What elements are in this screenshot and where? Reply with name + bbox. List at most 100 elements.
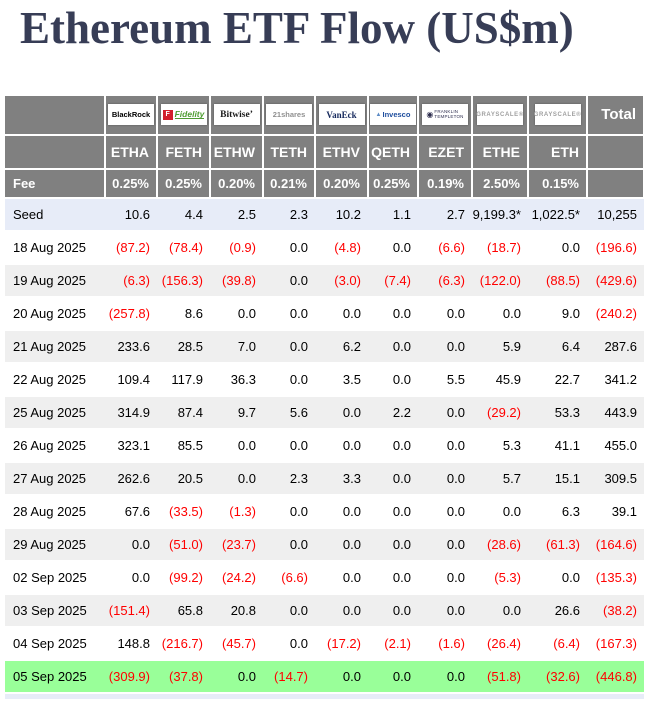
bottom-partial-row <box>5 693 644 699</box>
flow-value-cell: 5.9 <box>472 329 528 364</box>
flow-value-cell: 148.8 <box>105 626 157 661</box>
ticker-cell-QETH: QETH <box>368 134 419 170</box>
flow-value-cell: 0.0 <box>418 494 472 529</box>
seed-value-cell: 4.4 <box>157 197 210 232</box>
flow-row-03-sep-2025: 03 Sep 2025 (151.4) 65.8 20.8 0.0 0.0 0.0 0.0 0.… <box>5 593 644 628</box>
flow-value-cell: 0.0 <box>315 560 368 595</box>
fee-cell: 0.15% <box>528 168 588 199</box>
flow-value-cell: (39.8) <box>210 263 263 298</box>
grayscale-logo-text: GRAYSCALE® <box>533 111 582 118</box>
flow-value-cell: 0.0 <box>418 296 472 331</box>
flow-value-cell: 0.0 <box>368 230 418 265</box>
flow-value-cell: 2.3 <box>263 461 315 496</box>
date-cell: 29 Aug 2025 <box>5 527 105 562</box>
flow-value-cell: 39.1 <box>587 494 644 529</box>
flow-value-cell: (5.3) <box>472 560 528 595</box>
flow-value-cell: (2.1) <box>368 626 418 661</box>
flow-value-cell: (28.6) <box>472 527 528 562</box>
grayscale-eth-logo: GRAYSCALE® <box>533 104 582 125</box>
ticker-cell-FETH: FETH <box>157 134 211 170</box>
flow-value-cell: 0.0 <box>263 527 315 562</box>
grayscale-logo-text: GRAYSCALE® <box>476 111 524 118</box>
issuer-cell-bitwise: Bitwise’ <box>210 95 264 136</box>
flow-value-cell: 0.0 <box>418 593 472 628</box>
flow-value-cell: (17.2) <box>315 626 368 661</box>
flow-value-cell: (6.4) <box>528 626 587 661</box>
issuer-cell-grayscale-eth: GRAYSCALE® <box>528 95 588 136</box>
flow-value-cell: 85.5 <box>157 428 210 463</box>
seed-row-label: Seed <box>5 197 105 232</box>
franklin-circle-icon: ◉ <box>426 110 434 119</box>
date-cell: 28 Aug 2025 <box>5 494 105 529</box>
flow-value-cell: 65.8 <box>157 593 210 628</box>
flow-value-cell: (6.3) <box>418 263 472 298</box>
flow-value-cell: (4.8) <box>315 230 368 265</box>
flow-value-cell: 0.0 <box>418 329 472 364</box>
total-column-header: Total <box>587 95 645 136</box>
flow-value-cell: (1.6) <box>418 626 472 661</box>
flow-value-cell: 0.0 <box>263 263 315 298</box>
vaneck-logo: VanEck <box>318 104 365 125</box>
flow-value-cell: 109.4 <box>105 362 157 397</box>
flow-value-cell: (6.6) <box>418 230 472 265</box>
grayscale-ethe-logo: GRAYSCALE® <box>476 104 524 125</box>
ticker-cell-ETHV: ETHV <box>315 134 369 170</box>
flow-value-cell: (122.0) <box>472 263 528 298</box>
flow-value-cell: 0.0 <box>418 428 472 463</box>
fee-row: Fee 0.25% 0.25% 0.20% 0.21% 0.20% 0.25% 0.19% 2.… <box>5 168 645 199</box>
issuer-cell-21shares: 21shares <box>263 95 316 136</box>
flow-value-cell: 117.9 <box>157 362 210 397</box>
flow-value-cell: 0.0 <box>105 560 157 595</box>
flow-value-cell: (164.6) <box>587 527 644 562</box>
flow-value-cell: 0.0 <box>368 593 418 628</box>
flow-row-20-aug-2025: 20 Aug 2025 (257.8) 8.6 0.0 0.0 0.0 0.0 0.0 0.0 9… <box>5 296 644 331</box>
flow-value-cell: (3.0) <box>315 263 368 298</box>
flow-value-cell: 0.0 <box>368 329 418 364</box>
flow-value-cell: 7.0 <box>210 329 263 364</box>
seed-value-cell: 2.7 <box>418 197 472 232</box>
flow-value-cell: (33.5) <box>157 494 210 529</box>
seed-row: Seed 10.6 4.4 2.5 2.3 10.2 1.1 2.7 9,199.3* 1,022… <box>5 197 644 232</box>
flow-value-cell: 0.0 <box>263 428 315 463</box>
ticker-cell-EZET: EZET <box>418 134 473 170</box>
date-cell: 18 Aug 2025 <box>5 230 105 265</box>
flow-row-04-sep-2025: 04 Sep 2025 148.8 (216.7) (45.7) 0.0 (17.2) (2… <box>5 626 644 661</box>
flow-value-cell: 9.0 <box>528 296 587 331</box>
issuer-cell-invesco: ▲ Invesco <box>368 95 419 136</box>
flow-value-cell: 309.5 <box>587 461 644 496</box>
flow-row-25-aug-2025: 25 Aug 2025 314.9 87.4 9.7 5.6 0.0 2.2 0.0 (29.2… <box>5 395 644 430</box>
seed-value-cell: 2.3 <box>263 197 315 232</box>
flow-value-cell: 233.6 <box>105 329 157 364</box>
invesco-triangle-icon: ▲ <box>375 111 382 118</box>
flow-row-05-sep-2025: 05 Sep 2025 (309.9) (37.8) 0.0 (14.7) 0.0 0.0 0… <box>5 659 644 694</box>
flow-value-cell: 0.0 <box>315 527 368 562</box>
flow-value-cell: (135.3) <box>587 560 644 595</box>
flow-row-27-aug-2025: 27 Aug 2025 262.6 20.5 0.0 2.3 3.3 0.0 0.0 5.7 15… <box>5 461 644 496</box>
flow-value-cell: 0.0 <box>472 296 528 331</box>
fee-cell: 0.19% <box>418 168 473 199</box>
flow-value-cell: 0.0 <box>315 494 368 529</box>
flow-value-cell: (26.4) <box>472 626 528 661</box>
issuer-cell-franklin: ◉ FRANKLIN TEMPLETON <box>418 95 473 136</box>
blackrock-logo-text: BlackRock <box>111 110 151 119</box>
fee-cell: 2.50% <box>472 168 529 199</box>
ticker-cell-ETHW: ETHW <box>210 134 264 170</box>
flow-value-cell: (167.3) <box>587 626 644 661</box>
flow-value-cell: 22.7 <box>528 362 587 397</box>
fee-cell: 0.20% <box>315 168 369 199</box>
issuer-cell-grayscale-ethe: GRAYSCALE® <box>472 95 529 136</box>
flow-value-cell: (216.7) <box>157 626 210 661</box>
seed-value-cell: 1.1 <box>368 197 418 232</box>
flow-value-cell: 20.5 <box>157 461 210 496</box>
flow-value-cell: 0.0 <box>315 659 368 694</box>
flow-value-cell: 0.0 <box>368 362 418 397</box>
fee-cell: 0.25% <box>368 168 419 199</box>
issuer-cell-blackrock: BlackRock <box>105 95 158 136</box>
page-title: Ethereum ETF Flow (US$m) <box>20 3 574 53</box>
date-cell: 02 Sep 2025 <box>5 560 105 595</box>
ticker-row: ETHA FETH ETHW TETH ETHV QETH EZET ETHE ETH <box>5 134 645 170</box>
seed-value-cell: 10,255 <box>587 197 644 232</box>
flow-value-cell: (446.8) <box>587 659 644 694</box>
flow-value-cell: 5.5 <box>418 362 472 397</box>
bitwise-logo-text: Bitwise’ <box>220 109 253 120</box>
